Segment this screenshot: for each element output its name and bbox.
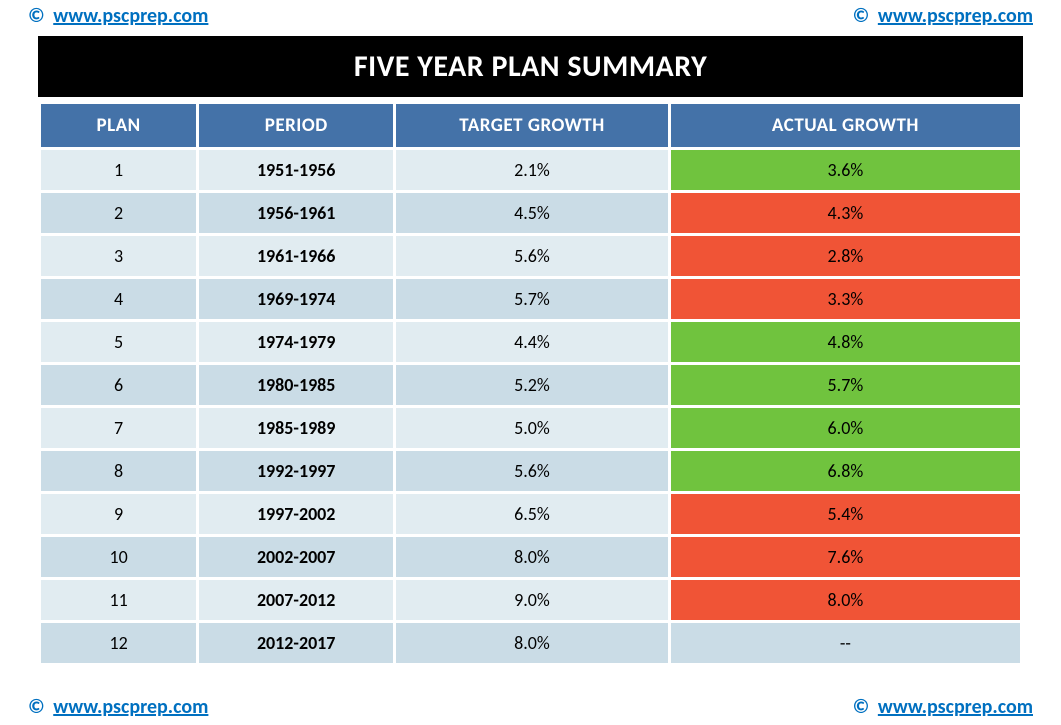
cell-plan: 8 — [41, 451, 196, 491]
cell-actual-growth: 6.0% — [671, 408, 1020, 448]
cell-actual-growth: 8.0% — [671, 580, 1020, 620]
cell-target-growth: 5.2% — [396, 365, 668, 405]
cell-plan: 1 — [41, 150, 196, 190]
watermark-url: www.pscprep.com — [53, 4, 208, 28]
content-container: FIVE YEAR PLAN SUMMARY PLAN PERIOD TARGE… — [38, 36, 1023, 666]
cell-plan: 2 — [41, 193, 196, 233]
cell-target-growth: 5.6% — [396, 236, 668, 276]
copyright-symbol: © — [28, 695, 45, 719]
watermark-url: www.pscprep.com — [53, 695, 208, 719]
cell-plan: 6 — [41, 365, 196, 405]
cell-period: 1956-1961 — [199, 193, 393, 233]
cell-actual-growth: 4.8% — [671, 322, 1020, 362]
cell-plan: 11 — [41, 580, 196, 620]
table-row: 112007-20129.0%8.0% — [41, 580, 1020, 620]
watermark-bottom-left: © www.pscprep.com — [28, 695, 208, 719]
cell-target-growth: 8.0% — [396, 623, 668, 663]
cell-actual-growth: 4.3% — [671, 193, 1020, 233]
table-title: FIVE YEAR PLAN SUMMARY — [38, 36, 1023, 97]
table-row: 21956-19614.5%4.3% — [41, 193, 1020, 233]
table-row: 11951-19562.1%3.6% — [41, 150, 1020, 190]
cell-actual-growth: 5.7% — [671, 365, 1020, 405]
cell-plan: 4 — [41, 279, 196, 319]
cell-plan: 12 — [41, 623, 196, 663]
copyright-symbol: © — [28, 4, 45, 28]
cell-actual-growth: 5.4% — [671, 494, 1020, 534]
table-row: 81992-19975.6%6.8% — [41, 451, 1020, 491]
cell-period: 1992-1997 — [199, 451, 393, 491]
watermark-top-left: © www.pscprep.com — [28, 4, 208, 28]
table-row: 31961-19665.6%2.8% — [41, 236, 1020, 276]
cell-target-growth: 5.7% — [396, 279, 668, 319]
table-row: 41969-19745.7%3.3% — [41, 279, 1020, 319]
col-header-plan: PLAN — [41, 104, 196, 147]
cell-period: 2012-2017 — [199, 623, 393, 663]
copyright-symbol: © — [853, 4, 870, 28]
col-header-actual: ACTUAL GROWTH — [671, 104, 1020, 147]
cell-target-growth: 8.0% — [396, 537, 668, 577]
cell-target-growth: 9.0% — [396, 580, 668, 620]
col-header-period: PERIOD — [199, 104, 393, 147]
cell-period: 1951-1956 — [199, 150, 393, 190]
watermark-bottom-right: © www.pscprep.com — [853, 695, 1033, 719]
cell-period: 2007-2012 — [199, 580, 393, 620]
cell-period: 1985-1989 — [199, 408, 393, 448]
table-row: 91997-20026.5%5.4% — [41, 494, 1020, 534]
cell-actual-growth: 7.6% — [671, 537, 1020, 577]
table-row: 51974-19794.4%4.8% — [41, 322, 1020, 362]
cell-plan: 5 — [41, 322, 196, 362]
table-row: 71985-19895.0%6.0% — [41, 408, 1020, 448]
watermark-top-right: © www.pscprep.com — [853, 4, 1033, 28]
cell-plan: 7 — [41, 408, 196, 448]
cell-actual-growth: -- — [671, 623, 1020, 663]
cell-actual-growth: 3.3% — [671, 279, 1020, 319]
cell-period: 1997-2002 — [199, 494, 393, 534]
cell-period: 1961-1966 — [199, 236, 393, 276]
table-row: 102002-20078.0%7.6% — [41, 537, 1020, 577]
cell-period: 1974-1979 — [199, 322, 393, 362]
cell-target-growth: 5.6% — [396, 451, 668, 491]
cell-period: 1969-1974 — [199, 279, 393, 319]
cell-plan: 3 — [41, 236, 196, 276]
cell-period: 1980-1985 — [199, 365, 393, 405]
table-row: 122012-20178.0%-- — [41, 623, 1020, 663]
copyright-symbol: © — [853, 695, 870, 719]
cell-actual-growth: 3.6% — [671, 150, 1020, 190]
watermark-url: www.pscprep.com — [878, 4, 1033, 28]
five-year-plan-table: PLAN PERIOD TARGET GROWTH ACTUAL GROWTH … — [38, 101, 1023, 666]
cell-target-growth: 6.5% — [396, 494, 668, 534]
table-row: 61980-19855.2%5.7% — [41, 365, 1020, 405]
cell-target-growth: 4.4% — [396, 322, 668, 362]
cell-target-growth: 4.5% — [396, 193, 668, 233]
cell-target-growth: 2.1% — [396, 150, 668, 190]
table-header-row: PLAN PERIOD TARGET GROWTH ACTUAL GROWTH — [41, 104, 1020, 147]
col-header-target: TARGET GROWTH — [396, 104, 668, 147]
cell-actual-growth: 6.8% — [671, 451, 1020, 491]
watermark-url: www.pscprep.com — [878, 695, 1033, 719]
cell-target-growth: 5.0% — [396, 408, 668, 448]
cell-actual-growth: 2.8% — [671, 236, 1020, 276]
cell-plan: 10 — [41, 537, 196, 577]
cell-period: 2002-2007 — [199, 537, 393, 577]
cell-plan: 9 — [41, 494, 196, 534]
